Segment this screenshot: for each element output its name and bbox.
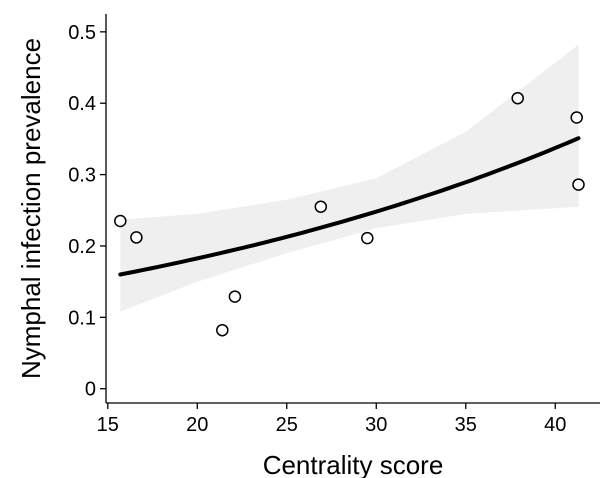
x-tick-label: 40: [544, 414, 566, 436]
y-tick-label: 0.1: [68, 307, 96, 329]
data-point-4: [228, 290, 242, 303]
fit-line: [118, 136, 581, 277]
data-point-5: [314, 200, 328, 213]
x-tick-label: 35: [455, 414, 477, 436]
x-tick-label: 15: [97, 414, 119, 436]
x-tick-label: 25: [276, 414, 298, 436]
data-point-3: [216, 323, 229, 337]
confidence-band: [120, 44, 579, 312]
y-tick-label: 0.2: [68, 236, 96, 258]
data-point-2: [130, 231, 143, 244]
data-point-9: [572, 178, 585, 191]
x-axis-ticks: 15 20 25 30 35 40: [97, 403, 566, 436]
x-tick-label: 20: [186, 414, 208, 436]
data-point-8: [570, 111, 583, 124]
y-tick-label: 0.5: [68, 22, 96, 44]
data-point-6: [361, 231, 374, 245]
data-point-7: [511, 91, 524, 105]
x-tick-label: 30: [365, 414, 387, 436]
y-axis-ticks: 0 0.1 0.2 0.3 0.4 0.5: [68, 22, 106, 401]
data-points: [114, 91, 585, 337]
y-axis-title: Nymphal infection prevalence: [16, 38, 46, 379]
y-tick-label: 0: [85, 379, 96, 401]
data-point-1: [114, 214, 127, 228]
y-tick-label: 0.4: [68, 93, 96, 115]
x-axis-title: Centrality score: [263, 450, 444, 478]
y-tick-label: 0.3: [68, 165, 96, 187]
